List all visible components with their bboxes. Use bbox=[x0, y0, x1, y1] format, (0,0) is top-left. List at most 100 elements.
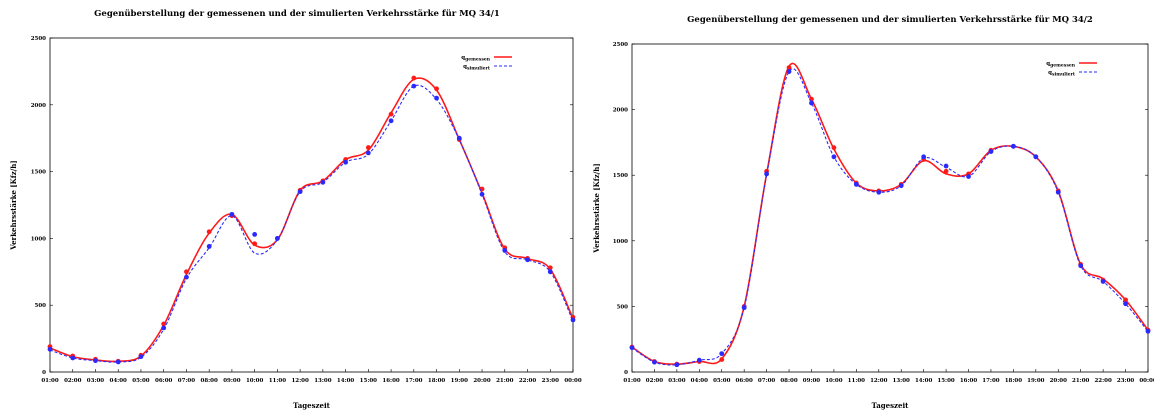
x-tick-label: 12:00 bbox=[291, 378, 309, 384]
x-tick-label: 05:00 bbox=[713, 378, 731, 384]
x-tick-label: 02:00 bbox=[646, 378, 664, 384]
x-tick-label: 14:00 bbox=[337, 378, 355, 384]
data-point-q-simuliert bbox=[70, 355, 76, 361]
x-tick-label: 03:00 bbox=[87, 378, 105, 384]
data-point-q-simuliert bbox=[184, 274, 189, 280]
data-point-q-simuliert bbox=[809, 100, 814, 106]
x-tick-label: 13:00 bbox=[893, 378, 911, 384]
y-tick-label: 2500 bbox=[613, 42, 628, 48]
data-point-q-simuliert bbox=[456, 135, 462, 141]
x-tick-label: 19:00 bbox=[451, 378, 469, 384]
x-tick-label: 15:00 bbox=[937, 378, 955, 384]
x-tick-label: 10:00 bbox=[825, 378, 843, 384]
y-tick-label: 1000 bbox=[613, 239, 628, 245]
data-point-q-simuliert bbox=[502, 248, 508, 253]
x-tick-label: 18:00 bbox=[1005, 378, 1023, 384]
data-point-q-simuliert bbox=[525, 257, 530, 263]
legend-entry-label: qsimuliert bbox=[463, 64, 491, 72]
x-axis-label: Tageszeit bbox=[872, 401, 909, 410]
data-point-q-simuliert bbox=[853, 181, 859, 187]
x-tick-label: 17:00 bbox=[982, 378, 1000, 384]
x-tick-label: 20:00 bbox=[1050, 378, 1068, 384]
y-tick-label: 1500 bbox=[31, 170, 46, 176]
data-point-q-simuliert bbox=[229, 211, 235, 217]
data-point-q-simuliert bbox=[719, 351, 725, 357]
x-tick-label: 01:00 bbox=[41, 378, 59, 384]
series-line-q-simuliert bbox=[631, 68, 1149, 366]
data-point-q-simuliert bbox=[921, 154, 927, 160]
x-tick-label: 23:00 bbox=[1117, 378, 1135, 384]
data-point-q-simuliert bbox=[674, 362, 680, 368]
data-point-q-simuliert bbox=[138, 354, 144, 360]
data-point-q-simuliert bbox=[411, 83, 417, 89]
data-point-q-simuliert bbox=[93, 358, 98, 364]
data-point-q-gemessen bbox=[411, 75, 417, 81]
y-axis-label: Verkehrsstärke [Kfz/h] bbox=[9, 160, 18, 250]
x-tick-label: 04:00 bbox=[691, 378, 709, 384]
x-tick-label: 08:00 bbox=[780, 378, 798, 384]
data-point-q-simuliert bbox=[320, 179, 326, 185]
x-tick-label: 00:00 bbox=[1139, 378, 1154, 384]
series-line-q-gemessen bbox=[49, 77, 574, 363]
x-tick-label: 16:00 bbox=[960, 378, 978, 384]
y-tick-label: 1500 bbox=[613, 173, 628, 179]
data-point-q-simuliert bbox=[652, 359, 657, 365]
x-tick-label: 11:00 bbox=[848, 378, 866, 384]
chart-title: Gegenüberstellung der gemessenen und der… bbox=[94, 8, 500, 19]
data-point-q-gemessen bbox=[252, 241, 258, 247]
data-point-q-simuliert bbox=[252, 231, 258, 237]
data-point-q-simuliert bbox=[206, 244, 212, 249]
x-tick-label: 21:00 bbox=[1072, 378, 1090, 384]
x-tick-label: 16:00 bbox=[382, 378, 400, 384]
data-point-q-simuliert bbox=[943, 163, 949, 169]
series-line-q-gemessen bbox=[631, 62, 1149, 365]
x-tick-label: 08:00 bbox=[201, 378, 219, 384]
x-tick-label: 07:00 bbox=[758, 378, 776, 384]
legend-entry-label: qgemessen bbox=[1046, 61, 1075, 69]
data-point-q-simuliert bbox=[831, 154, 837, 160]
data-point-q-simuliert bbox=[434, 95, 439, 101]
x-tick-label: 06:00 bbox=[155, 378, 173, 384]
x-tick-label: 09:00 bbox=[223, 378, 241, 384]
x-tick-label: 10:00 bbox=[246, 378, 264, 384]
data-point-q-gemessen bbox=[786, 65, 792, 71]
data-point-q-gemessen bbox=[943, 168, 949, 174]
y-tick-label: 0 bbox=[624, 370, 628, 376]
data-point-q-gemessen bbox=[547, 265, 553, 271]
x-tick-label: 23:00 bbox=[542, 378, 560, 384]
data-point-q-gemessen bbox=[719, 357, 725, 362]
data-point-q-simuliert bbox=[988, 149, 994, 154]
y-axis-label: Verkehrsstärke [Kfz/h] bbox=[592, 163, 601, 253]
x-tick-label: 09:00 bbox=[803, 378, 821, 384]
data-point-q-simuliert bbox=[786, 69, 792, 74]
data-point-q-gemessen bbox=[388, 111, 394, 117]
y-tick-label: 1000 bbox=[31, 236, 46, 242]
x-tick-label: 01:00 bbox=[623, 378, 641, 384]
x-tick-label: 05:00 bbox=[132, 378, 150, 384]
data-point-q-simuliert bbox=[741, 305, 747, 311]
x-tick-label: 02:00 bbox=[64, 378, 82, 384]
x-tick-label: 13:00 bbox=[314, 378, 332, 384]
data-point-q-gemessen bbox=[1123, 297, 1128, 303]
x-tick-label: 11:00 bbox=[269, 378, 287, 384]
x-tick-label: 06:00 bbox=[736, 378, 754, 384]
data-point-q-gemessen bbox=[161, 321, 167, 327]
plot-frame bbox=[631, 43, 1149, 373]
data-point-q-simuliert bbox=[1145, 328, 1151, 334]
data-point-q-simuliert bbox=[47, 346, 53, 352]
y-tick-label: 500 bbox=[35, 303, 47, 309]
chart-2: Gegenüberstellung der gemessenen und der… bbox=[592, 14, 1154, 410]
data-point-q-simuliert bbox=[547, 269, 553, 275]
data-point-q-gemessen bbox=[434, 86, 439, 92]
y-tick-label: 500 bbox=[617, 304, 629, 310]
data-point-q-gemessen bbox=[184, 269, 189, 275]
x-tick-label: 17:00 bbox=[405, 378, 423, 384]
data-point-q-simuliert bbox=[696, 357, 702, 363]
x-tick-label: 21:00 bbox=[496, 378, 514, 384]
y-tick-label: 2000 bbox=[31, 103, 46, 109]
x-tick-label: 07:00 bbox=[178, 378, 196, 384]
data-point-q-simuliert bbox=[343, 159, 349, 165]
x-tick-label: 22:00 bbox=[519, 378, 537, 384]
data-point-q-simuliert bbox=[479, 191, 485, 197]
